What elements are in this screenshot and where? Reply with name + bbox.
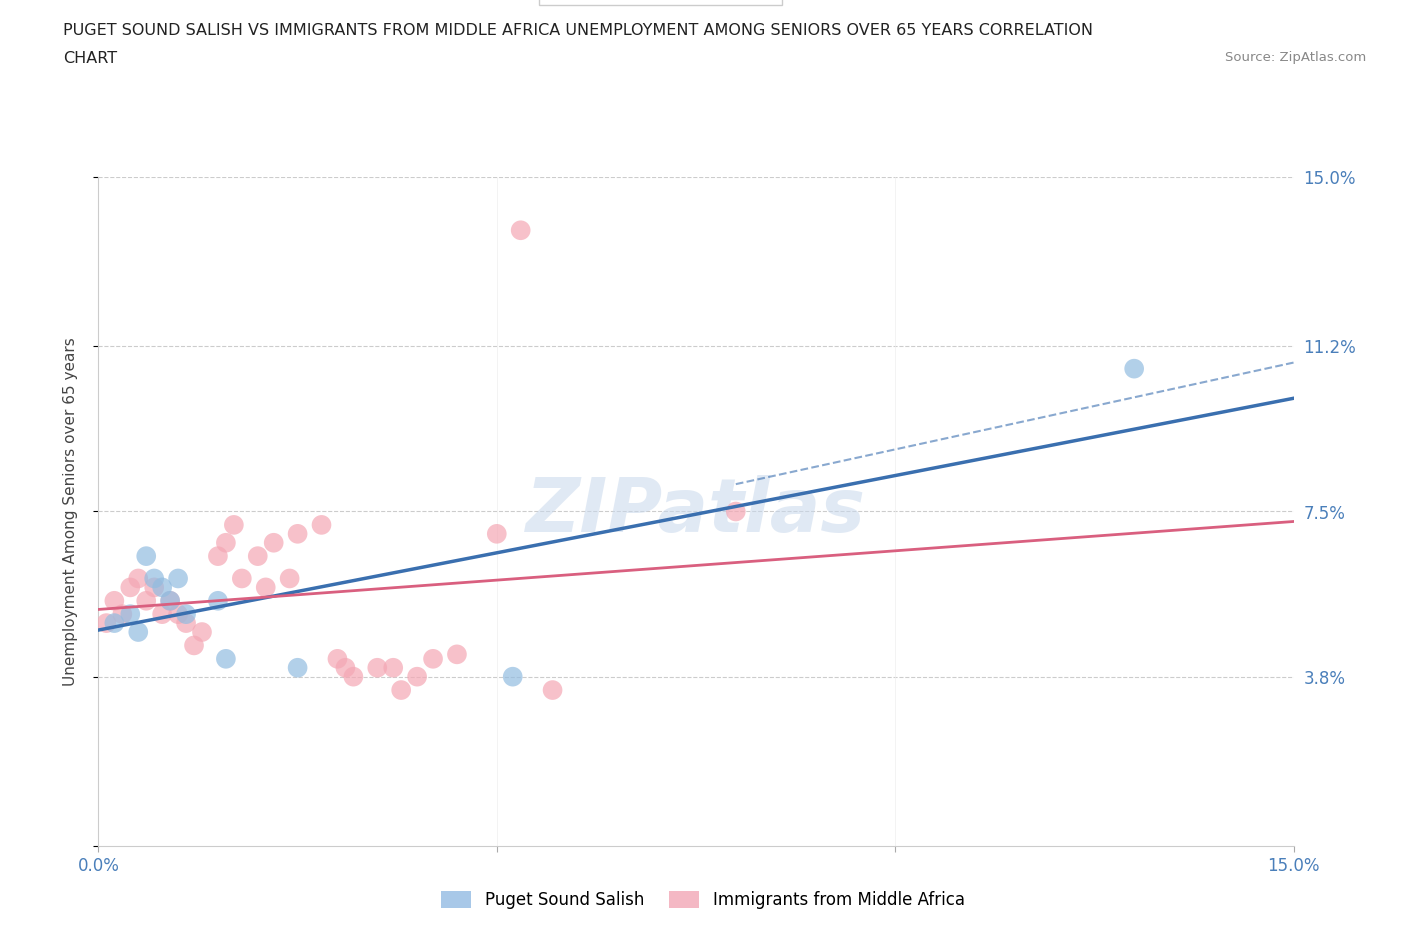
Point xyxy=(183,638,205,653)
Point xyxy=(174,616,197,631)
Point xyxy=(1123,361,1146,376)
Point xyxy=(167,606,190,621)
Point xyxy=(215,651,238,666)
Point xyxy=(96,616,118,631)
Point xyxy=(127,571,149,586)
Point xyxy=(509,223,531,238)
Point xyxy=(150,606,173,621)
Point xyxy=(191,625,214,640)
Point xyxy=(389,683,412,698)
Point xyxy=(406,670,429,684)
Legend: R = 0.573   N = 14, R = 0.218   N = 36: R = 0.573 N = 14, R = 0.218 N = 36 xyxy=(538,0,782,6)
Point xyxy=(335,660,357,675)
Point xyxy=(120,606,142,621)
Point xyxy=(278,571,301,586)
Point xyxy=(150,580,173,595)
Point xyxy=(541,683,564,698)
Point xyxy=(254,580,277,595)
Point xyxy=(127,625,149,640)
Point xyxy=(215,536,238,551)
Point xyxy=(287,526,309,541)
Point xyxy=(159,593,181,608)
Point xyxy=(174,606,197,621)
Point xyxy=(326,651,349,666)
Point xyxy=(207,593,229,608)
Point xyxy=(222,517,245,532)
Point xyxy=(366,660,388,675)
Y-axis label: Unemployment Among Seniors over 65 years: Unemployment Among Seniors over 65 years xyxy=(63,338,77,686)
Point xyxy=(111,606,134,621)
Point xyxy=(143,580,166,595)
Point xyxy=(342,670,364,684)
Text: PUGET SOUND SALISH VS IMMIGRANTS FROM MIDDLE AFRICA UNEMPLOYMENT AMONG SENIORS O: PUGET SOUND SALISH VS IMMIGRANTS FROM MI… xyxy=(63,23,1094,38)
Point xyxy=(103,616,125,631)
Point xyxy=(287,660,309,675)
Text: CHART: CHART xyxy=(63,51,117,66)
Point xyxy=(143,571,166,586)
Point xyxy=(502,670,524,684)
Text: ZIPatlas: ZIPatlas xyxy=(526,475,866,548)
Point xyxy=(120,580,142,595)
Point xyxy=(207,549,229,564)
Point xyxy=(382,660,405,675)
Point xyxy=(231,571,253,586)
Point xyxy=(263,536,285,551)
Legend: Puget Sound Salish, Immigrants from Middle Africa: Puget Sound Salish, Immigrants from Midd… xyxy=(433,883,973,917)
Point xyxy=(103,593,125,608)
Point xyxy=(724,504,747,519)
Point xyxy=(159,593,181,608)
Point xyxy=(246,549,269,564)
Point xyxy=(135,593,157,608)
Point xyxy=(422,651,444,666)
Point xyxy=(135,549,157,564)
Text: Source: ZipAtlas.com: Source: ZipAtlas.com xyxy=(1226,51,1367,64)
Point xyxy=(485,526,508,541)
Point xyxy=(167,571,190,586)
Point xyxy=(446,647,468,662)
Point xyxy=(311,517,333,532)
